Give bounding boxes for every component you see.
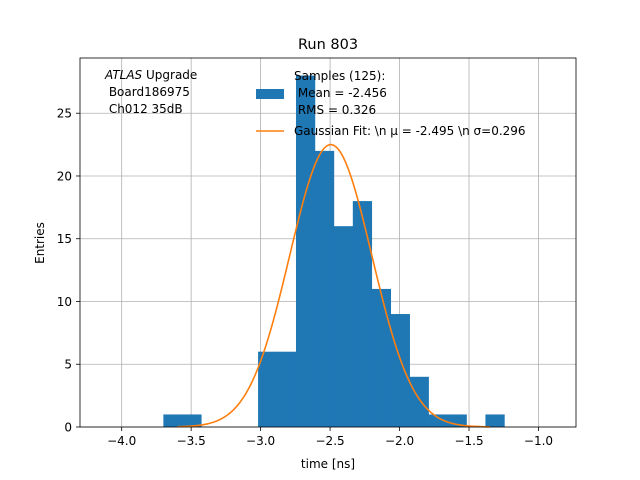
- histogram-bar: [182, 414, 202, 427]
- channel-label: Ch012 35dB: [105, 102, 183, 116]
- histogram-bar: [258, 351, 278, 427]
- y-tick-label: 10: [57, 295, 72, 309]
- histogram-bar: [295, 75, 316, 428]
- x-tick-label: −1.0: [524, 434, 553, 448]
- chart-title: Run 803: [298, 37, 358, 53]
- atlas-annotation: ATLAS Upgrade Board186975 Ch012 35dB: [104, 68, 197, 116]
- x-tick-label: −3.0: [246, 434, 275, 448]
- legend-hist-line-3: RMS = 0.326: [294, 103, 376, 117]
- histogram-bars: [163, 75, 505, 428]
- upgrade-label: Upgrade: [142, 68, 197, 82]
- x-axis-label: time [ns]: [301, 457, 355, 471]
- x-axis-ticks: −4.0 −3.5 −3.0 −2.5 −2.0 −1.5 −1.0: [107, 427, 553, 448]
- atlas-italic-label: ATLAS: [104, 68, 143, 82]
- x-tick-label: −2.5: [316, 434, 345, 448]
- histogram-bar: [314, 150, 335, 427]
- y-tick-label: 5: [64, 358, 72, 372]
- histogram-bar: [333, 226, 354, 427]
- x-tick-label: −1.5: [454, 434, 483, 448]
- histogram-bar: [390, 314, 410, 427]
- y-tick-label: 20: [57, 169, 72, 183]
- histogram-bar: [485, 414, 505, 427]
- x-tick-label: −2.0: [385, 434, 414, 448]
- legend-hist-line-2: Mean = -2.456: [294, 86, 387, 100]
- board-label: Board186975: [105, 85, 190, 99]
- grid-lines: [80, 58, 576, 428]
- x-tick-label: −3.5: [177, 434, 206, 448]
- legend-hist-line-1: Samples (125):: [294, 69, 385, 83]
- legend: Samples (125): Mean = -2.456 RMS = 0.326…: [256, 69, 526, 138]
- plot-frame: [79, 57, 577, 428]
- histogram-bar: [409, 376, 429, 427]
- gaussian-fit-line: [177, 143, 490, 428]
- histogram-bar: [277, 351, 297, 427]
- y-tick-label: 15: [57, 232, 72, 246]
- histogram-bar: [352, 201, 373, 427]
- histogram-bar: [371, 288, 392, 427]
- svg-text:ATLAS Upgrade: ATLAS Upgrade: [104, 68, 197, 82]
- y-axis-label: Entries: [33, 222, 47, 264]
- y-tick-label: 25: [57, 107, 72, 121]
- x-tick-label: −4.0: [107, 434, 136, 448]
- histogram-bar: [428, 414, 448, 427]
- y-axis-ticks: 0 5 10 15 20 25: [57, 107, 80, 435]
- y-tick-label: 0: [64, 421, 72, 435]
- legend-fit-label: Gaussian Fit: \n μ = -2.495 \n σ=0.296: [294, 124, 526, 138]
- legend-hist-patch: [256, 89, 284, 99]
- histogram-bar: [163, 414, 183, 427]
